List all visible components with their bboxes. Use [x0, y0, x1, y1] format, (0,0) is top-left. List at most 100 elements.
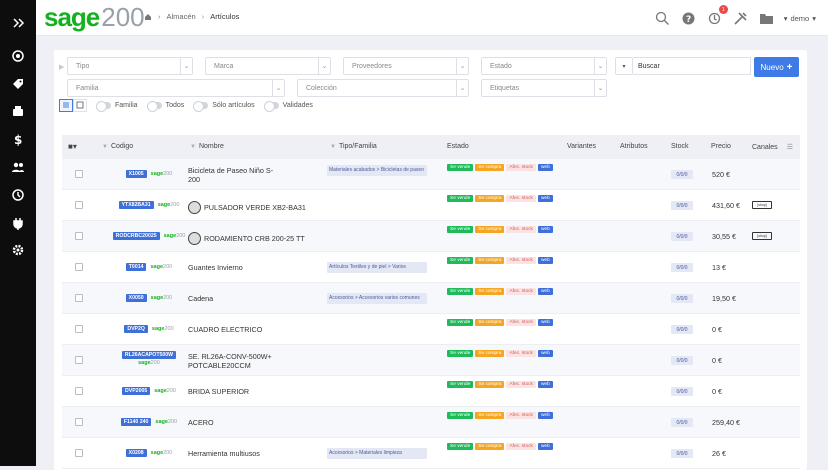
name-cell[interactable]: BRIDA SUPERIOR [188, 387, 249, 396]
row-checkbox[interactable] [75, 356, 83, 364]
table-row[interactable]: DVP2005 sage200 BRIDA SUPERIOR Se vende S… [62, 376, 800, 407]
toggle-solo-articulos[interactable]: Sólo artículos [193, 100, 255, 112]
row-checkbox[interactable] [75, 325, 83, 333]
code-badge[interactable]: X1005 [125, 170, 147, 178]
filter-etiquetas[interactable]: Etiquetas ⌄ [481, 79, 607, 97]
channel-badge[interactable]: [shop] [752, 201, 772, 209]
name-cell[interactable]: ACERO [188, 418, 214, 427]
settings-icon[interactable] [0, 238, 36, 262]
code-badge[interactable]: DVP2005 [122, 387, 151, 395]
search-icon[interactable] [654, 9, 672, 27]
switch[interactable] [263, 100, 279, 112]
tools-icon[interactable] [732, 9, 750, 27]
plug-icon[interactable] [0, 211, 36, 235]
target-icon[interactable] [0, 44, 36, 68]
toggle-todos[interactable]: Todos [146, 100, 184, 112]
name-cell[interactable]: Herramienta multiusos [188, 449, 260, 458]
switch[interactable] [146, 100, 162, 112]
col-nombre[interactable]: ▼ Nombre [190, 143, 224, 150]
help-icon[interactable]: ? [680, 9, 698, 27]
notifications-icon[interactable]: 1 [706, 5, 728, 27]
toggle-familia[interactable]: Familia [96, 100, 138, 112]
row-checkbox[interactable] [75, 294, 83, 302]
code-badge[interactable]: YTX82BA31 [118, 201, 154, 209]
grid-view-button[interactable] [73, 98, 87, 112]
filter-tipo[interactable]: Tipo ⌄ [67, 57, 193, 75]
new-article-button[interactable]: Nuevo + [754, 57, 799, 77]
col-tipo[interactable]: ▼ Tipo/Familia [330, 143, 377, 150]
dollar-icon[interactable]: $ [0, 127, 36, 151]
search-mode-dropdown[interactable]: ▾ [615, 57, 633, 75]
stock-badge[interactable]: 0/0/0 [671, 263, 693, 272]
stock-badge[interactable]: 0/0/0 [671, 356, 693, 365]
people-icon[interactable] [0, 155, 36, 179]
user-menu[interactable]: ▾ demo ▾ [784, 14, 816, 23]
channel-badge[interactable]: [shop] [752, 232, 772, 240]
expand-icon[interactable] [0, 11, 36, 35]
history-icon[interactable] [0, 183, 36, 207]
row-checkbox[interactable] [75, 387, 83, 395]
col-stock[interactable]: Stock [671, 143, 689, 150]
list-view-button[interactable] [59, 98, 73, 112]
name-cell[interactable]: Bicicleta de Paseo Niño S-200 [188, 166, 278, 184]
table-row[interactable]: X0050 sage200 Cadena Accesorios > Accesori… [62, 283, 800, 314]
code-badge[interactable]: X0050 [125, 294, 147, 302]
name-cell[interactable]: RODAMIENTO CRB 200-25 TT [188, 232, 305, 245]
toggle-validades[interactable]: Validades [263, 100, 313, 112]
select-all-checkbox[interactable]: ■▾ [68, 142, 77, 151]
row-checkbox[interactable] [75, 418, 83, 426]
stock-badge[interactable]: 0/0/0 [671, 449, 693, 458]
row-checkbox[interactable] [75, 232, 83, 240]
table-row[interactable]: RODCRBC20025 sage200 RODAMIENTO CRB 200-2… [62, 221, 800, 252]
name-cell[interactable]: PULSADOR VERDE XB2-BA31 [188, 201, 306, 214]
code-badge[interactable]: RL26ACAPOT500W [121, 351, 177, 359]
filter-estado[interactable]: Estado ⌄ [481, 57, 607, 75]
name-cell[interactable]: Cadena [188, 294, 213, 303]
search-input[interactable]: Buscar [633, 57, 751, 75]
filter-coleccion[interactable]: Colección ⌄ [297, 79, 469, 97]
table-row[interactable]: T0014 sage200 Guantes Invierno Artículos T… [62, 252, 800, 283]
col-codigo[interactable]: ▼ Codigo [102, 143, 133, 150]
code-badge[interactable]: F1140 240 [120, 418, 152, 426]
filter-familia[interactable]: Familia ⌄ [67, 79, 285, 97]
row-checkbox[interactable] [75, 263, 83, 271]
folder-icon[interactable] [758, 9, 776, 27]
name-cell[interactable]: SE. RL26A-CONV-500W+ POTCABLE20CCM [188, 352, 278, 370]
table-row[interactable]: YTX82BA31 sage200 PULSADOR VERDE XB2-BA31… [62, 190, 800, 221]
stock-badge[interactable]: 0/0/0 [671, 387, 693, 396]
code-badge[interactable]: X0208 [125, 449, 147, 457]
stock-badge[interactable]: 0/0/0 [671, 201, 693, 210]
row-checkbox[interactable] [75, 201, 83, 209]
row-checkbox[interactable] [75, 449, 83, 457]
col-estado[interactable]: Estado [447, 143, 469, 150]
col-canales[interactable]: Canales ☰ [752, 143, 793, 152]
menu-icon[interactable]: ☰ [786, 144, 793, 151]
home-icon[interactable] [144, 13, 152, 21]
row-checkbox[interactable] [75, 170, 83, 178]
cash-register-icon[interactable] [0, 99, 36, 123]
filter-proveedores[interactable]: Proveedores ⌄ [343, 57, 469, 75]
name-cell[interactable]: CUADRO ELECTRICO [188, 325, 262, 334]
col-variantes[interactable]: Variantes [567, 143, 596, 150]
switch[interactable] [193, 100, 209, 112]
tag-icon[interactable] [0, 72, 36, 96]
code-badge[interactable]: T0014 [125, 263, 147, 271]
filter-marca[interactable]: Marca ⌄ [205, 57, 331, 75]
table-row[interactable]: RL26ACAPOT500W sage200 SE. RL26A-CONV-500… [62, 345, 800, 376]
sage-logo[interactable]: sage 200 [44, 2, 145, 32]
breadcrumb-almacen[interactable]: Almacén [166, 12, 196, 21]
stock-badge[interactable]: 0/0/0 [671, 294, 693, 303]
code-badge[interactable]: DVP2Q [124, 325, 148, 333]
table-row[interactable]: X0208 sage200 Herramienta multiusos Acceso… [62, 438, 800, 469]
stock-badge[interactable]: 0/0/0 [671, 170, 693, 179]
stock-badge[interactable]: 0/0/0 [671, 325, 693, 334]
stock-badge[interactable]: 0/0/0 [671, 418, 693, 427]
table-row[interactable]: F1140 240 sage200 ACERO Se vende Se compr… [62, 407, 800, 438]
switch[interactable] [96, 100, 111, 112]
col-atributos[interactable]: Atributos [620, 143, 648, 150]
table-row[interactable]: DVP2Q sage200 CUADRO ELECTRICO Se vende S… [62, 314, 800, 345]
code-badge[interactable]: RODCRBC20025 [112, 232, 160, 240]
stock-badge[interactable]: 0/0/0 [671, 232, 693, 241]
table-row[interactable]: X1005 sage200 Bicicleta de Paseo Niño S-2… [62, 159, 800, 190]
col-precio[interactable]: Precio [711, 143, 731, 150]
